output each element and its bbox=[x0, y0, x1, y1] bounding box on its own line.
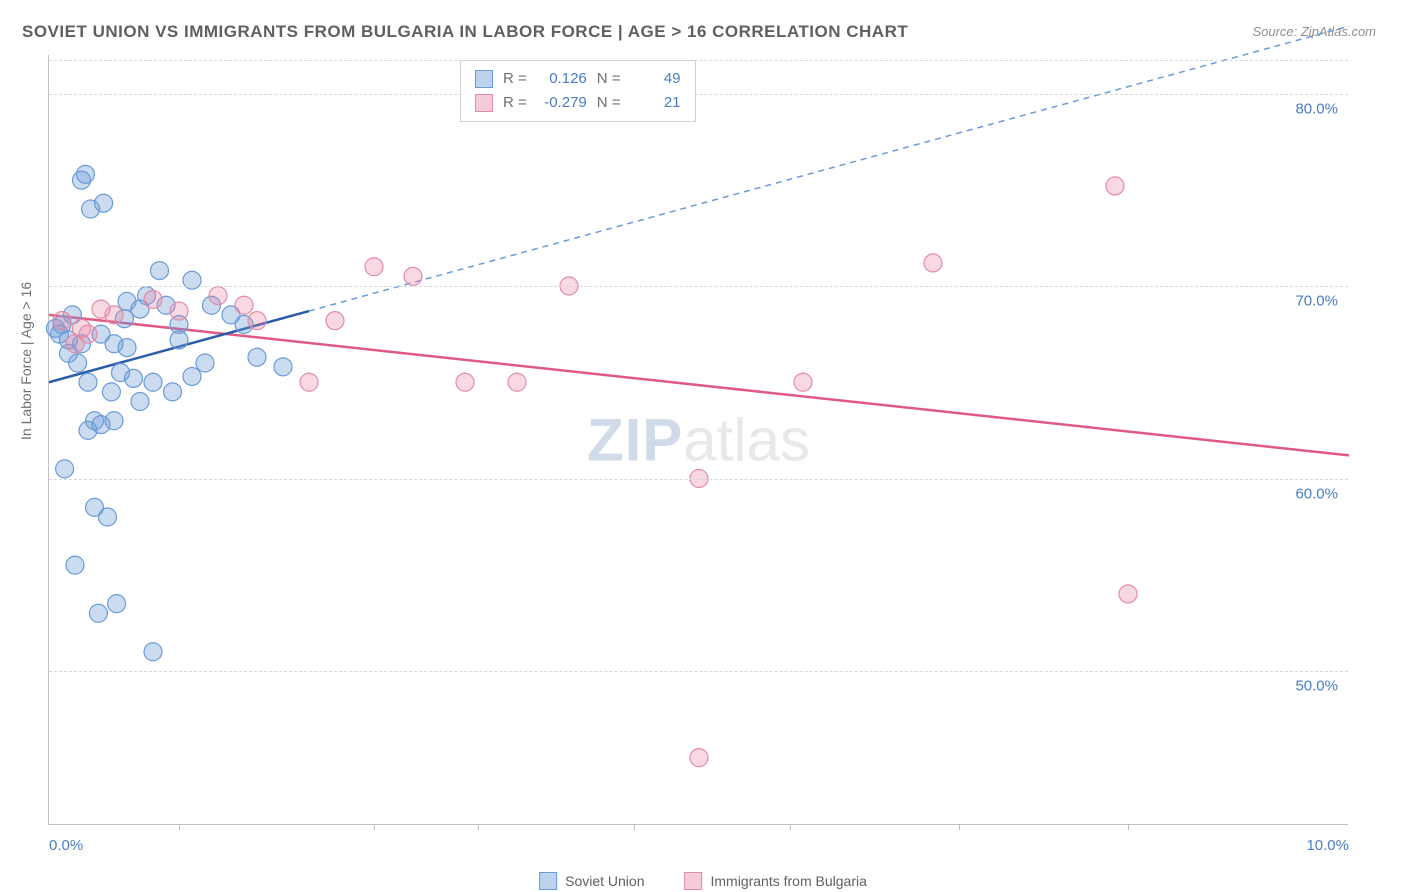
trendline-series2 bbox=[49, 315, 1349, 456]
data-point-series1 bbox=[144, 373, 162, 391]
data-point-series1 bbox=[79, 373, 97, 391]
data-point-series1 bbox=[108, 595, 126, 613]
data-point-series1 bbox=[118, 339, 136, 357]
x-tick bbox=[478, 824, 479, 830]
data-point-series1 bbox=[248, 348, 266, 366]
x-tick bbox=[179, 824, 180, 830]
plot-area: ZIPatlas 50.0%60.0%70.0%80.0%0.0%10.0% bbox=[48, 55, 1348, 825]
x-tick-label: 0.0% bbox=[49, 837, 83, 854]
r-value-2: -0.279 bbox=[537, 91, 587, 115]
r-label-1: R = bbox=[503, 67, 527, 91]
legend-item-2: Immigrants from Bulgaria bbox=[685, 872, 867, 890]
data-point-series1 bbox=[144, 643, 162, 661]
data-point-series1 bbox=[170, 331, 188, 349]
chart-title: SOVIET UNION VS IMMIGRANTS FROM BULGARIA… bbox=[22, 22, 908, 42]
data-point-series1 bbox=[183, 367, 201, 385]
swatch-pink-icon bbox=[475, 94, 493, 112]
data-point-series2 bbox=[170, 302, 188, 320]
data-point-series2 bbox=[300, 373, 318, 391]
gridline bbox=[49, 286, 1348, 287]
legend-item-1: Soviet Union bbox=[539, 872, 644, 890]
data-point-series1 bbox=[105, 412, 123, 430]
data-point-series1 bbox=[56, 460, 74, 478]
data-point-series2 bbox=[326, 312, 344, 330]
data-point-series2 bbox=[794, 373, 812, 391]
gridline bbox=[49, 94, 1348, 95]
data-point-series2 bbox=[248, 312, 266, 330]
x-tick bbox=[374, 824, 375, 830]
data-point-series1 bbox=[102, 383, 120, 401]
y-axis-label: In Labor Force | Age > 16 bbox=[18, 282, 34, 440]
y-tick-label: 60.0% bbox=[1295, 485, 1338, 502]
n-label-1: N = bbox=[597, 67, 621, 91]
x-tick-label: 10.0% bbox=[1306, 837, 1349, 854]
n-label-2: N = bbox=[597, 91, 621, 115]
data-point-series2 bbox=[209, 287, 227, 305]
plot-svg bbox=[49, 55, 1348, 824]
y-tick-label: 70.0% bbox=[1295, 293, 1338, 310]
data-point-series1 bbox=[125, 369, 143, 387]
r-label-2: R = bbox=[503, 91, 527, 115]
y-tick-label: 50.0% bbox=[1295, 678, 1338, 695]
legend: Soviet Union Immigrants from Bulgaria bbox=[539, 872, 867, 890]
data-point-series2 bbox=[690, 749, 708, 767]
data-point-series2 bbox=[456, 373, 474, 391]
n-value-2: 21 bbox=[631, 91, 681, 115]
data-point-series2 bbox=[365, 258, 383, 276]
correlation-stats-box: R = 0.126 N = 49 R = -0.279 N = 21 bbox=[460, 60, 696, 122]
data-point-series1 bbox=[69, 354, 87, 372]
data-point-series1 bbox=[99, 508, 117, 526]
data-point-series1 bbox=[196, 354, 214, 372]
data-point-series1 bbox=[164, 383, 182, 401]
source-label: Source: ZipAtlas.com bbox=[1252, 24, 1376, 39]
legend-swatch-pink-icon bbox=[685, 872, 703, 890]
gridline-top bbox=[49, 60, 1348, 61]
data-point-series2 bbox=[1106, 177, 1124, 195]
n-value-1: 49 bbox=[631, 67, 681, 91]
x-tick bbox=[959, 824, 960, 830]
data-point-series2 bbox=[1119, 585, 1137, 603]
data-point-series2 bbox=[105, 306, 123, 324]
x-tick bbox=[790, 824, 791, 830]
data-point-series2 bbox=[508, 373, 526, 391]
data-point-series2 bbox=[235, 296, 253, 314]
data-point-series2 bbox=[79, 325, 97, 343]
data-point-series1 bbox=[66, 556, 84, 574]
data-point-series1 bbox=[95, 194, 113, 212]
data-point-series2 bbox=[53, 312, 71, 330]
data-point-series2 bbox=[404, 267, 422, 285]
legend-label-1: Soviet Union bbox=[565, 873, 644, 889]
data-point-series1 bbox=[151, 262, 169, 280]
swatch-blue-icon bbox=[475, 70, 493, 88]
data-point-series1 bbox=[274, 358, 292, 376]
gridline bbox=[49, 479, 1348, 480]
data-point-series1 bbox=[76, 165, 94, 183]
data-point-series2 bbox=[144, 290, 162, 308]
stat-row-2: R = -0.279 N = 21 bbox=[475, 91, 681, 115]
gridline bbox=[49, 671, 1348, 672]
data-point-series1 bbox=[131, 393, 149, 411]
x-tick bbox=[1128, 824, 1129, 830]
data-point-series1 bbox=[89, 604, 107, 622]
legend-label-2: Immigrants from Bulgaria bbox=[711, 873, 867, 889]
r-value-1: 0.126 bbox=[537, 67, 587, 91]
data-point-series2 bbox=[924, 254, 942, 272]
stat-row-1: R = 0.126 N = 49 bbox=[475, 67, 681, 91]
y-tick-label: 80.0% bbox=[1295, 100, 1338, 117]
x-tick bbox=[634, 824, 635, 830]
legend-swatch-blue-icon bbox=[539, 872, 557, 890]
